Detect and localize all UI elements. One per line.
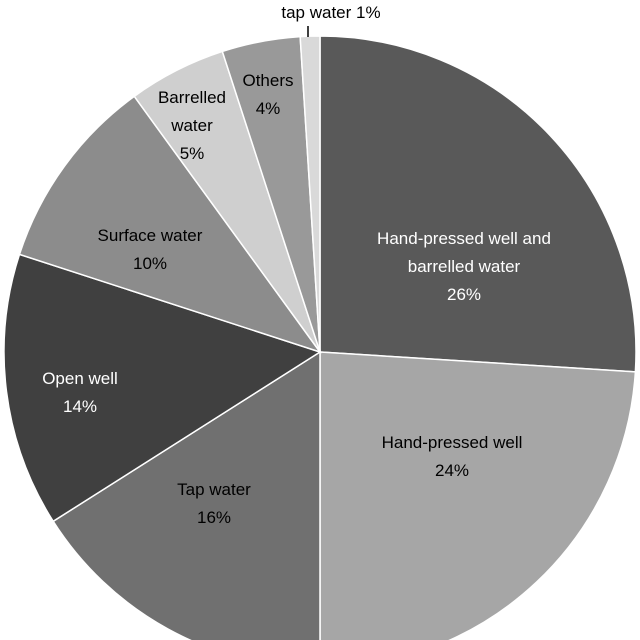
slice-label-line: 16% [197, 508, 231, 527]
slice-label-line: 14% [63, 397, 97, 416]
slice-label-line: Tap water [177, 480, 251, 499]
slice-label-line: barrelled water [408, 257, 521, 276]
slice-label-line: Open well [42, 369, 118, 388]
slice-label-2: Tap water 16% [177, 480, 251, 527]
slice-label-line: water [170, 116, 213, 135]
pie-slices [3, 35, 637, 640]
slice-label-5: Barrelled water 5% [158, 88, 226, 163]
pie-labels: Hand-pressed well and barrelled water 26%H… [42, 3, 551, 527]
slice-label-6: Others 4% [242, 71, 293, 118]
pie-slice-2 [52, 350, 321, 640]
slice-label-line: Hand-pressed well and [377, 229, 551, 248]
slice-label-line: 4% [256, 99, 281, 118]
slice-label-7: tap water 1% [281, 3, 380, 22]
slice-label-line: Hand-pressed well [382, 433, 523, 452]
slice-label-4: Surface water 10% [98, 226, 203, 273]
pie-slice-1 [319, 351, 637, 640]
slice-label-0: Hand-pressed well and barrelled water 26% [377, 229, 551, 304]
slice-label-line: Barrelled [158, 88, 226, 107]
slice-label-line: 5% [180, 144, 205, 163]
pie-slice-4 [18, 95, 322, 354]
slice-label-3: Open well 14% [42, 369, 118, 416]
pie-slice-3 [3, 253, 322, 523]
slice-label-line: tap water 1% [281, 3, 380, 22]
slice-label-line: Surface water [98, 226, 203, 245]
slice-label-line: 24% [435, 461, 469, 480]
pie-slice-7 [299, 35, 321, 353]
pie-slice-0 [319, 35, 637, 373]
slice-label-line: Others [242, 71, 293, 90]
slice-label-line: 26% [447, 285, 481, 304]
slice-label-1: Hand-pressed well 24% [382, 433, 523, 480]
slice-label-line: 10% [133, 254, 167, 273]
